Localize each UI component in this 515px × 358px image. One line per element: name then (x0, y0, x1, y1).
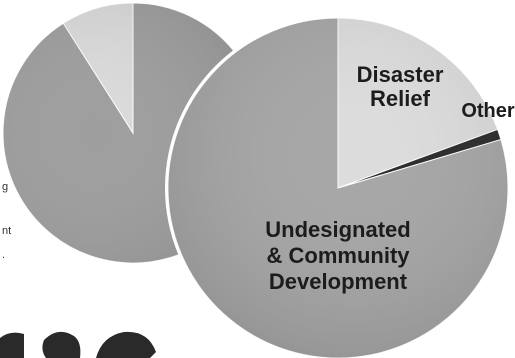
right-pie-chart (165, 15, 511, 358)
cut-off-text-3: . (2, 249, 5, 261)
right-pie-label-1-line-2: Relief (370, 86, 431, 111)
right-pie-label-2-line-1: Other (461, 100, 515, 122)
right-pie-label-3-line-1: Undesignated (265, 217, 410, 242)
cut-off-text-2: nt (2, 225, 11, 237)
cut-off-text-1: g (2, 181, 8, 193)
right-pie-label-3-line-2: & Community (267, 243, 411, 268)
right-pie-label-1-line-1: Disaster (357, 62, 444, 87)
cut-off-graphic (0, 331, 156, 358)
right-pie-label-3-line-3: Development (269, 269, 408, 294)
right-pie-shading (168, 18, 508, 358)
